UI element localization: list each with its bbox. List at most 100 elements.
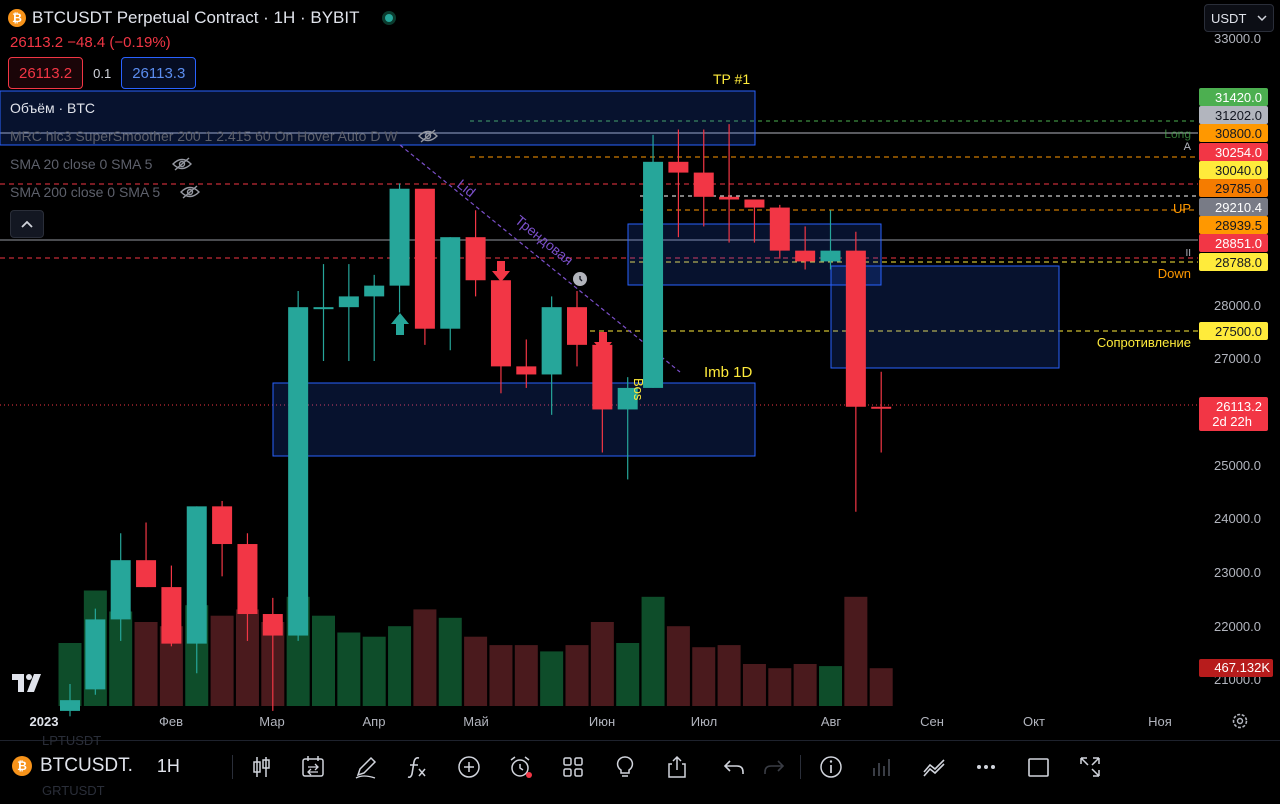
imb-1d-label: Imb 1D (704, 364, 753, 381)
time-axis[interactable]: 2023 Фев Мар Апр Май Июн Июл Авг Сен Окт… (30, 714, 1172, 729)
down-arrow-icon (492, 261, 510, 282)
volume-bar (540, 651, 564, 706)
candle (161, 587, 182, 644)
price-tick: 33000.0 (1214, 31, 1261, 46)
indicators-button[interactable] (401, 751, 433, 783)
symbol-search-button[interactable]: ₿ BTCUSDT. 1H (12, 755, 180, 777)
collapse-indicators-button[interactable] (10, 210, 44, 238)
compare-button[interactable] (297, 751, 329, 783)
candle (212, 506, 233, 545)
volume-bar (692, 647, 716, 706)
bottom-toolbar: LPTUSDT GRTUSDT ₿ BTCUSDT. 1H (0, 733, 1280, 804)
tradingview-logo-icon[interactable] (12, 672, 46, 694)
function-icon (407, 757, 426, 778)
bars-button[interactable] (866, 751, 898, 783)
toolbar-divider (800, 755, 801, 779)
price-label: 31420.0 (1215, 90, 1262, 105)
grid-icon (563, 757, 583, 777)
volume-bar (819, 666, 842, 706)
candle (465, 237, 486, 281)
price-label-bg (1199, 322, 1268, 340)
redo-button[interactable] (758, 751, 790, 783)
candle (845, 250, 866, 407)
share-button[interactable] (661, 751, 693, 783)
indicator-sma200[interactable]: SMA 200 close 0 SMA 5 (10, 184, 201, 200)
timeframe-button[interactable]: 1H (156, 755, 180, 776)
time-tick: Авг (821, 714, 842, 729)
volume-bar (464, 636, 488, 706)
price-label-bg (1199, 253, 1268, 271)
price-tick: 28000.0 (1214, 298, 1261, 313)
indicator-volume[interactable]: Объём · BTC (10, 100, 95, 116)
price-level-labels: 31420.0 31202.0 30800.0 30254.0 30040.0 29785… (1199, 88, 1268, 340)
price-tick: 27000.0 (1214, 351, 1261, 366)
candle (288, 307, 309, 636)
alarm-clock-icon[interactable] (573, 272, 587, 286)
toolbar-divider (232, 755, 233, 779)
currency-select[interactable]: USDT (1204, 4, 1274, 32)
alerts-button[interactable] (505, 751, 537, 783)
candle (795, 250, 816, 262)
volume-bar (109, 611, 133, 706)
draw-button[interactable] (350, 751, 382, 783)
price-change: 26113.2 −48.4 (−0.19%) (10, 34, 171, 51)
candle (440, 237, 461, 329)
buy-button[interactable]: 26113.3 (121, 57, 197, 89)
expand-button[interactable] (1074, 751, 1106, 783)
market-open-icon (381, 11, 396, 25)
spread-value: 0.1 (93, 65, 112, 81)
hidden-eye-icon[interactable] (172, 157, 193, 171)
candle (186, 506, 207, 644)
price-label: 30254.0 (1215, 145, 1262, 160)
time-tick: Июл (691, 714, 717, 729)
ideas-button[interactable] (609, 751, 641, 783)
symbol-title[interactable]: BTCUSDT Perpetual Contract · 1H · BYBIT (32, 8, 360, 27)
volume-bar (869, 668, 893, 706)
volume-bar (337, 632, 361, 706)
volume-bar (58, 643, 82, 706)
more-button[interactable] (970, 751, 1002, 783)
price-chart[interactable]: TP #1 Imb 1D Lid Трендовая Bos Long A UP… (0, 0, 1280, 740)
price-tick: 24000.0 (1214, 511, 1261, 526)
indicator-label: SMA 200 close 0 SMA 5 (10, 184, 161, 200)
price-label-bg (1199, 216, 1268, 234)
settings-gear-icon[interactable] (1232, 713, 1248, 729)
a-label: A (1184, 141, 1192, 153)
chart-type-button[interactable] (245, 751, 277, 783)
order-buttons: 26113.2 0.1 26113.3 (8, 57, 197, 89)
volume-bar (159, 626, 183, 706)
volume-bar (134, 622, 158, 706)
volume-bar (514, 645, 538, 706)
volume-bar (565, 645, 589, 706)
price-label: 28788.0 (1215, 255, 1262, 270)
info-button[interactable] (815, 751, 847, 783)
resistance-label: Сопротивление (1097, 335, 1191, 350)
price-axis[interactable]: 33000.0 28000.0 27000.0 25000.0 24000.0 … (1214, 31, 1261, 687)
volume-bar (641, 596, 665, 706)
add-button[interactable] (453, 751, 485, 783)
chevron-up-icon (21, 220, 33, 228)
hidden-eye-icon[interactable] (417, 129, 438, 143)
candle (60, 700, 80, 711)
indicator-sma20[interactable]: SMA 20 close 0 SMA 5 (10, 156, 193, 172)
volume-bar (666, 626, 690, 706)
candle (262, 614, 283, 636)
hidden-eye-icon[interactable] (180, 185, 201, 199)
candle (719, 196, 740, 200)
volume-bar (438, 617, 462, 706)
bitcoin-icon: ₿ (8, 9, 26, 27)
sell-button[interactable]: 26113.2 (8, 57, 84, 89)
up-label: UP (1173, 201, 1191, 216)
expand-icon (1080, 757, 1100, 777)
trend-tools-button[interactable] (918, 751, 950, 783)
undo-button[interactable] (718, 751, 750, 783)
price-label-bg (1199, 106, 1268, 124)
bitcoin-icon: ₿ (12, 756, 32, 776)
indicator-mrc[interactable]: MRC hlc3 SuperSmoother 200 1 2.415 60 On… (10, 128, 438, 144)
currency-value: USDT (1211, 10, 1247, 26)
share-icon (668, 755, 686, 778)
price-label: 29210.4 (1215, 200, 1262, 215)
fullscreen-chart-button[interactable] (1022, 751, 1054, 783)
lid-label: Lid (454, 176, 479, 200)
layouts-button[interactable] (557, 751, 589, 783)
